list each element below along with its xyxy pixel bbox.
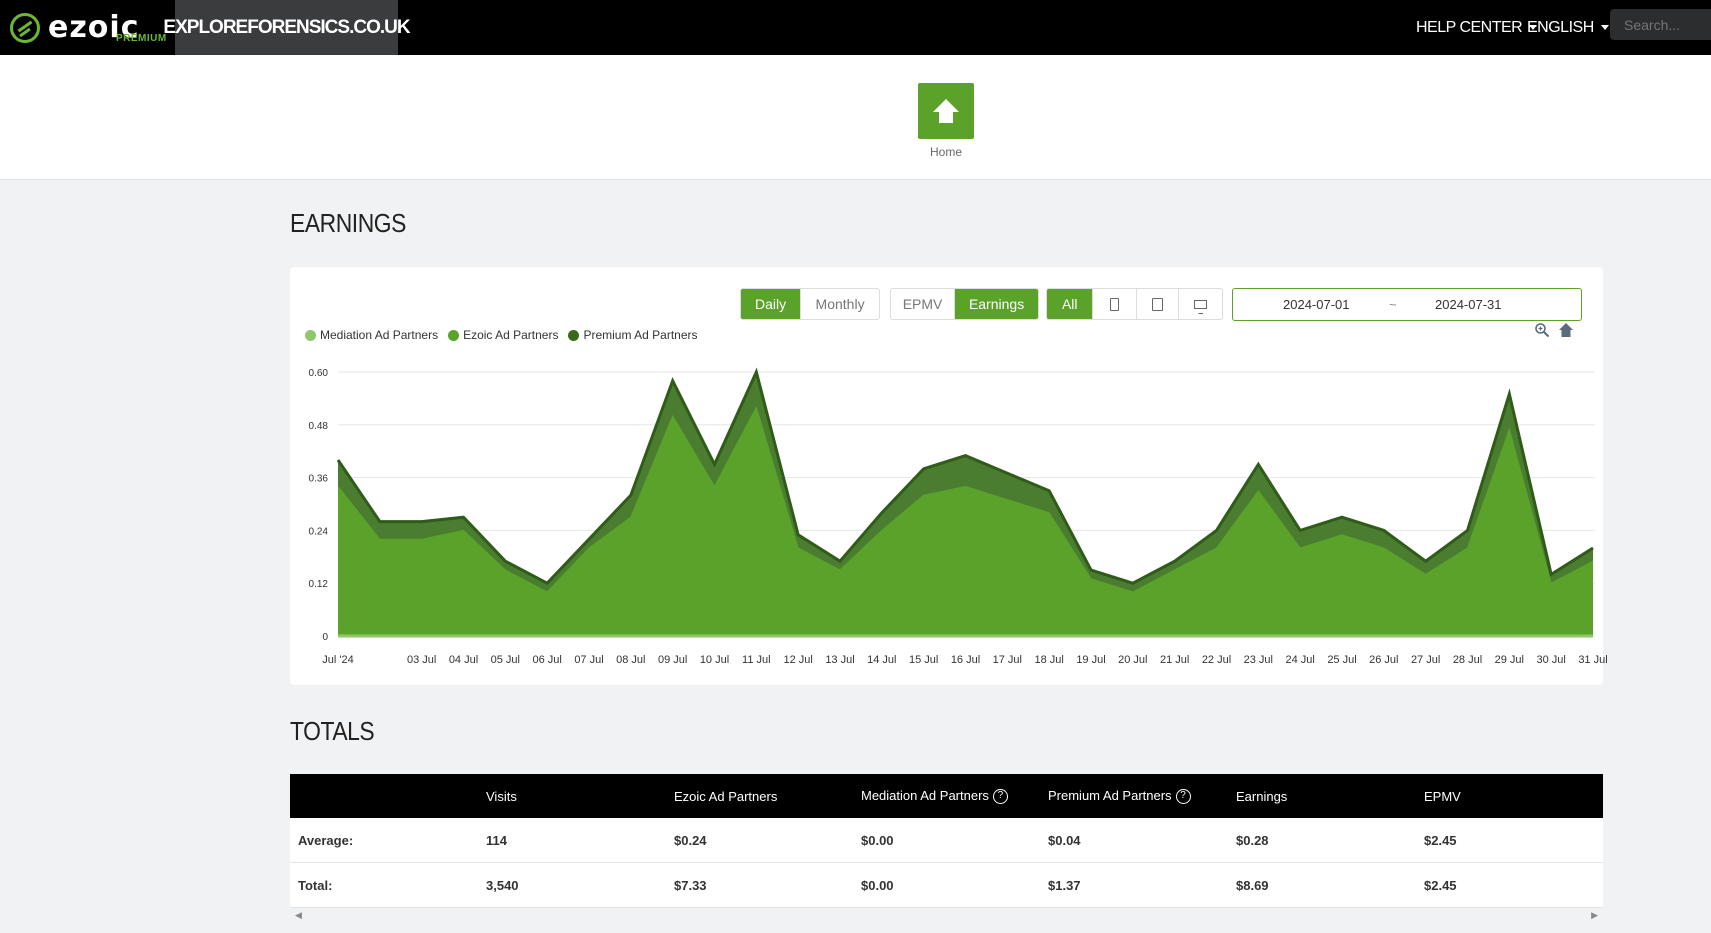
legend-item-mediation[interactable]: Mediation Ad Partners <box>305 328 438 342</box>
ezoic-logo[interactable]: ezoic PREMIUM <box>10 0 175 55</box>
cell-visits: 114 <box>486 832 507 848</box>
scroll-right-icon[interactable]: ▶ <box>1591 910 1598 920</box>
table-row: Average: 114 $0.24 $0.00 $0.04 $0.28 $2.… <box>290 818 1603 863</box>
help-center-menu[interactable]: HELP CENTER <box>1416 0 1538 55</box>
header-mediation-ad-partners: Mediation Ad Partners? <box>853 787 1040 805</box>
earnings-title: EARNINGS <box>290 208 406 238</box>
device-toggle: All <box>1046 288 1223 320</box>
site-selector[interactable]: EXPLOREFORENSICS.CO.UK <box>163 0 411 55</box>
header-earnings: Earnings <box>1236 788 1288 804</box>
horizontal-scrollbar[interactable]: ◀ ▶ <box>290 908 1603 925</box>
logo-text: ezoic <box>48 9 140 45</box>
legend-label: Ezoic Ad Partners <box>463 328 559 342</box>
daily-button[interactable]: Daily <box>741 289 802 319</box>
ezoic-logo-icon <box>10 12 40 43</box>
tablet-icon <box>1152 297 1164 311</box>
earnings-button[interactable]: Earnings <box>955 289 1038 319</box>
header-visits: Visits <box>486 788 517 804</box>
logo-premium-label: PREMIUM <box>116 33 167 44</box>
home-button[interactable] <box>918 83 974 139</box>
mobile-icon <box>1110 297 1120 311</box>
header-premium-ad-partners: Premium Ad Partners? <box>1040 787 1228 805</box>
metric-toggle: EPMV Earnings <box>890 288 1039 320</box>
totals-title: TOTALS <box>290 716 375 746</box>
language-label: ENGLISH <box>1527 18 1594 36</box>
cell-premium: $1.37 <box>1048 877 1081 893</box>
legend-dot <box>568 329 580 341</box>
desktop-icon <box>1194 299 1208 314</box>
cell-epmv: $2.45 <box>1424 877 1457 893</box>
legend-dot <box>305 329 316 341</box>
totals-table: Visits Ezoic Ad Partners Mediation Ad Pa… <box>290 774 1603 908</box>
legend-item-ezoic[interactable]: Ezoic Ad Partners <box>448 328 558 342</box>
all-devices-button[interactable]: All <box>1047 289 1094 319</box>
legend-item-premium[interactable]: Premium Ad Partners <box>568 328 698 342</box>
date-range-picker[interactable]: 2024-07-01 ~ 2024-07-31 <box>1232 288 1582 321</box>
header-ezoic-ad-partners: Ezoic Ad Partners <box>674 788 778 804</box>
help-center-label: HELP CENTER <box>1416 18 1523 36</box>
row-label: Average: <box>298 832 354 848</box>
top-navbar: ezoic PREMIUM EXPLOREFORENSICS.CO.UK HEL… <box>0 0 1711 55</box>
header-premium-label: Premium Ad Partners <box>1048 787 1172 803</box>
cell-mediation: $0.00 <box>861 832 894 848</box>
zoom-icon[interactable] <box>1534 322 1550 338</box>
home-label: Home <box>929 145 962 159</box>
scroll-left-icon[interactable]: ◀ <box>295 910 302 920</box>
language-menu[interactable]: ENGLISH <box>1527 0 1609 55</box>
legend-dot <box>448 329 460 341</box>
reset-zoom-home-icon[interactable] <box>1558 322 1574 338</box>
cell-ezoic: $0.24 <box>674 832 707 848</box>
date-separator: ~ <box>1389 297 1397 312</box>
legend-label: Premium Ad Partners <box>583 328 698 342</box>
tablet-button[interactable] <box>1137 289 1180 319</box>
help-icon[interactable]: ? <box>992 789 1008 805</box>
chart-tools <box>1534 322 1574 338</box>
cell-premium: $0.04 <box>1048 832 1081 848</box>
caret-down-icon <box>1529 25 1538 30</box>
period-toggle: Daily Monthly <box>740 288 880 320</box>
legend-label: Mediation Ad Partners <box>320 328 439 342</box>
header-mediation-label: Mediation Ad Partners <box>861 787 989 803</box>
search-input[interactable] <box>1610 9 1711 40</box>
cell-ezoic: $7.33 <box>674 877 707 893</box>
epmv-button[interactable]: EPMV <box>891 289 956 319</box>
cell-earnings: $8.69 <box>1236 877 1269 893</box>
home-header <box>0 55 1711 180</box>
header-epmv: EPMV <box>1424 788 1461 804</box>
cell-mediation: $0.00 <box>861 877 894 893</box>
date-from: 2024-07-01 <box>1283 297 1350 312</box>
cell-visits: 3,540 <box>486 877 519 893</box>
monthly-button[interactable]: Monthly <box>815 296 865 312</box>
desktop-button[interactable] <box>1179 289 1222 319</box>
chart-legend: Mediation Ad Partners Ezoic Ad Partners … <box>305 328 698 342</box>
row-label: Total: <box>298 877 333 893</box>
home-icon <box>933 99 959 123</box>
table-row: Total: 3,540 $7.33 $0.00 $1.37 $8.69 $2.… <box>290 863 1603 908</box>
caret-down-icon <box>1600 25 1609 30</box>
totals-header-row: Visits Ezoic Ad Partners Mediation Ad Pa… <box>290 774 1603 818</box>
mobile-button[interactable] <box>1093 289 1137 319</box>
help-icon[interactable]: ? <box>1175 789 1191 805</box>
cell-epmv: $2.45 <box>1424 832 1457 848</box>
cell-earnings: $0.28 <box>1236 832 1269 848</box>
date-to: 2024-07-31 <box>1435 297 1502 312</box>
